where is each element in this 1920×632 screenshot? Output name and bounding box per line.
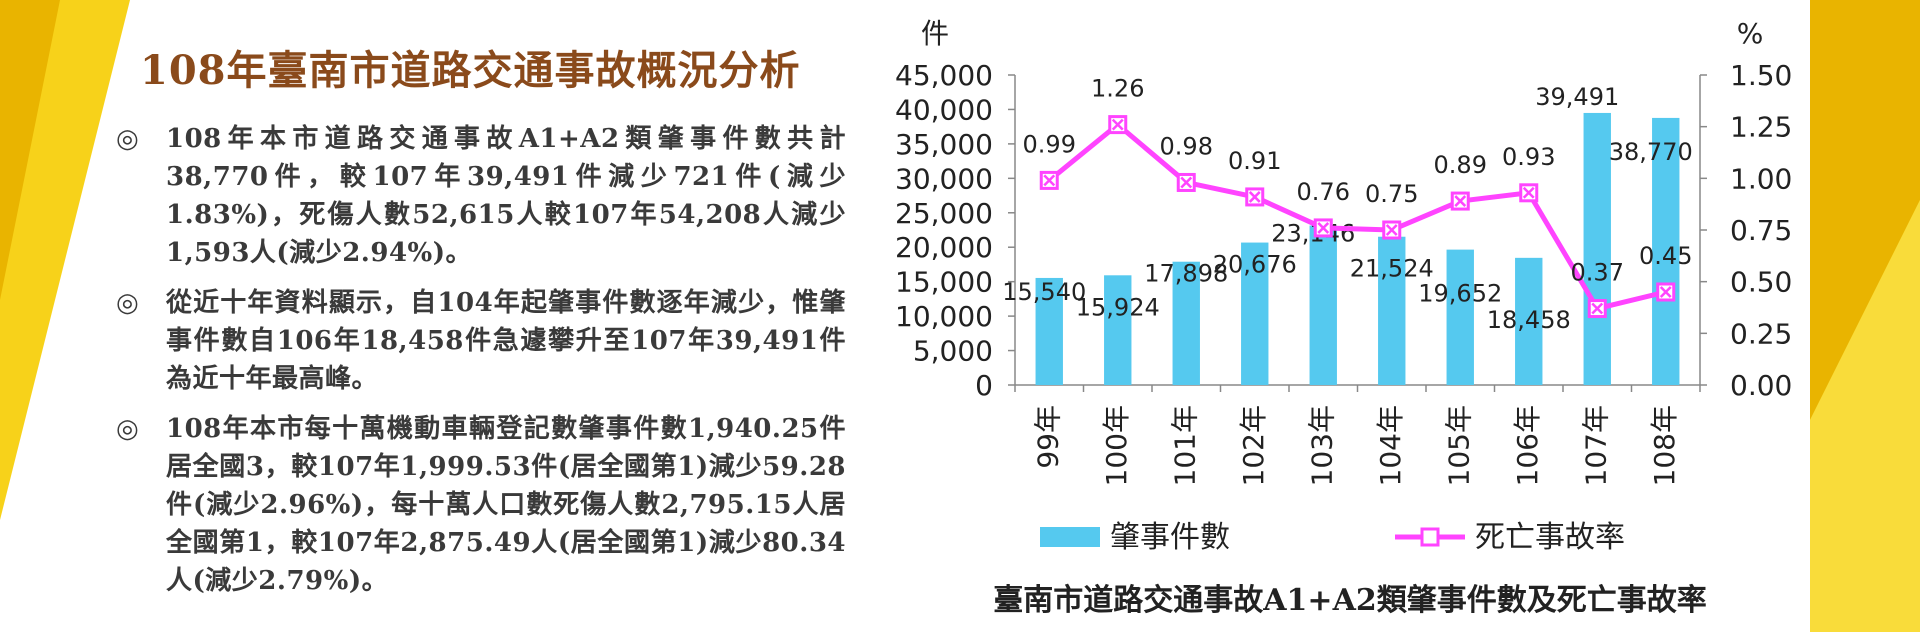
y-right-tick-label: 1.50 [1730,59,1792,92]
x-tick-label: 107年 [1579,405,1612,486]
decorative-edge-right [1810,0,1920,632]
x-tick-label: 104年 [1374,405,1407,486]
bar-value-label: 17,898 [1144,260,1228,288]
x-tick-label: 99年 [1031,405,1064,469]
y-left-tick-label: 45,000 [895,59,993,92]
line-value-label: 0.75 [1365,180,1418,208]
bullet-item: ◎ 108年本市道路交通事故A1+A2類肇事件數共計38,770件，較107年3… [116,120,846,272]
bar [1652,117,1680,385]
legend-line-label: 死亡事故率 [1475,520,1625,555]
bullet-mark: ◎ [116,288,140,318]
y-right-tick-label: 0.50 [1730,266,1792,299]
line-marker-cross [1591,302,1604,315]
chart-caption: 臺南市道路交通事故A1+A2類肇事件數及死亡事故率 [993,583,1707,618]
y-left-tick-label: 5,000 [913,335,993,368]
bar-value-label: 19,652 [1418,280,1502,308]
y-right-tick-label: 0.00 [1730,369,1792,402]
y-left-tick-label: 35,000 [895,128,993,161]
line-marker-cross [1522,186,1535,199]
legend-bar-swatch [1040,527,1100,547]
bullet-mark: ◎ [116,124,140,154]
line-value-label: 0.93 [1502,143,1555,171]
bullet-item: ◎ 從近十年資料顯示，自104年起肇事件數逐年減少，惟肇事件數自106年18,4… [116,284,846,398]
y-left-tick-label: 30,000 [895,162,993,195]
x-tick-label: 106年 [1511,405,1544,486]
bar [1035,277,1063,385]
line-marker-cross [1111,118,1124,131]
line-marker-cross [1043,174,1056,187]
bar [1241,242,1269,385]
y-left-tick-label: 25,000 [895,197,993,230]
x-tick-label: 108年 [1648,405,1681,486]
bullet-text: 從近十年資料顯示，自104年起肇事件數逐年減少，惟肇事件數自106年18,458… [166,288,846,394]
bar-value-label: 20,676 [1213,251,1297,279]
bar-value-label: 39,491 [1535,83,1619,111]
bar-value-label: 15,540 [1002,278,1086,306]
bar-value-label: 21,524 [1350,255,1434,283]
line-marker-cross [1180,176,1193,189]
y-left-tick-label: 10,000 [895,300,993,333]
bar-value-label: 15,924 [1076,293,1160,321]
y-right-tick-label: 0.75 [1730,214,1792,247]
bar [1378,236,1406,385]
legend-bar-label: 肇事件數 [1110,520,1230,555]
bar [1446,249,1474,385]
line-value-label: 0.98 [1160,132,1213,160]
line-value-label: 0.99 [1023,130,1076,158]
bar [1515,257,1543,385]
y-left-tick-label: 20,000 [895,231,993,264]
x-tick-label: 101年 [1168,405,1201,486]
line-marker-cross [1454,195,1467,207]
bullet-text: 108年本市每十萬機動車輛登記數肇事件數1,940.25件居全國3，較107年1… [166,414,846,596]
bar [1104,275,1132,385]
bullet-text: 108年本市道路交通事故A1+A2類肇事件數共計38,770件，較107年39,… [166,124,846,268]
x-tick-label: 100年 [1100,405,1133,486]
bullet-item: ◎ 108年本市每十萬機動車輛登記數肇事件數1,940.25件居全國3，較107… [116,410,846,600]
page-title: 108年臺南市道路交通事故概況分析 [140,47,801,94]
line-value-label: 0.45 [1639,242,1692,270]
decorative-corner-left [0,0,130,520]
y-right-tick-label: 1.00 [1730,162,1792,195]
bar [1583,112,1611,385]
line-value-label: 0.89 [1434,151,1487,179]
line-series-path [1047,122,1667,312]
y-left-tick-label: 40,000 [895,93,993,126]
line-value-label: 1.26 [1091,75,1144,103]
y-right-unit: % [1737,17,1764,50]
line-value-label: 0.91 [1228,147,1281,175]
x-tick-label: 105年 [1442,405,1475,486]
line-marker-cross [1385,224,1398,236]
y-right-tick-label: 1.25 [1730,111,1792,144]
bar [1309,225,1337,385]
x-tick-label: 102年 [1237,405,1270,486]
bullet-list: ◎ 108年本市道路交通事故A1+A2類肇事件數共計38,770件，較107年3… [116,120,846,612]
x-tick-label: 103年 [1305,405,1338,486]
bar-value-label: 38,770 [1609,138,1693,166]
bar [1172,261,1200,385]
line-marker-cross [1248,191,1261,203]
line-value-label: 0.76 [1297,178,1350,206]
y-right-tick-label: 0.25 [1730,317,1792,350]
line-marker-cross [1659,286,1672,298]
line-marker-cross [1317,222,1330,234]
y-left-tick-label: 15,000 [895,266,993,299]
y-left-tick-label: 0 [975,369,993,402]
y-left-unit: 件 [921,17,949,50]
line-value-label: 0.37 [1571,259,1624,287]
legend-line-marker [1420,527,1440,547]
bar-value-label: 18,458 [1487,306,1571,334]
bullet-mark: ◎ [116,414,140,444]
